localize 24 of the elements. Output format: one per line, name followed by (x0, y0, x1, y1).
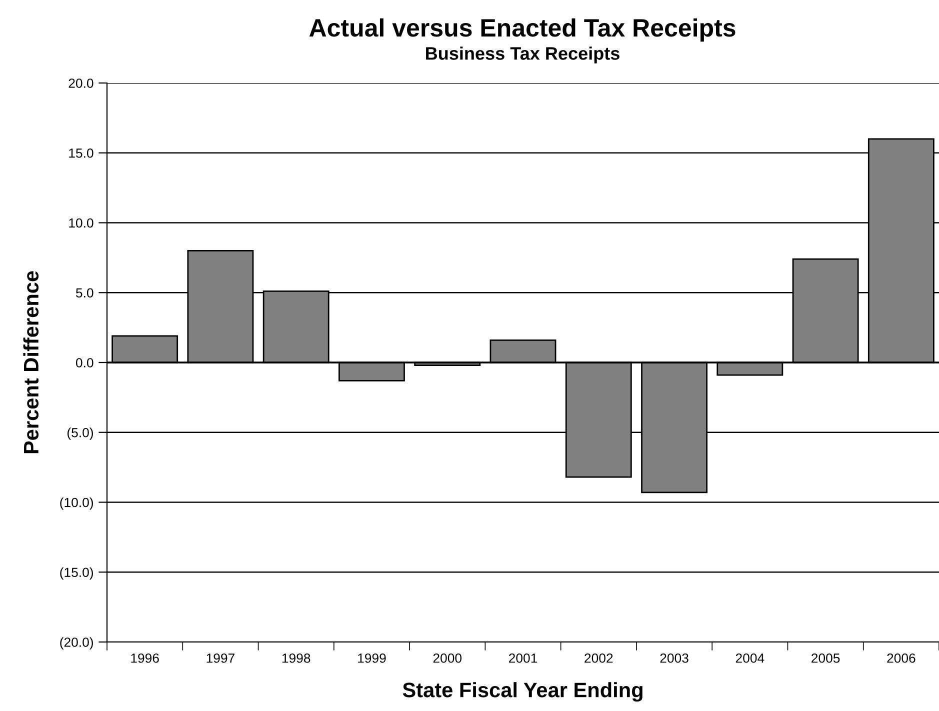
x-tick-label: 1999 (358, 653, 386, 663)
x-tick-label: 2001 (508, 653, 538, 663)
x-axis-title: State Fiscal Year Ending (402, 682, 642, 702)
y-tick-label: (10.0) (60, 497, 93, 510)
y-tick-label: 10.0 (69, 218, 94, 228)
x-tick-label: 1997 (206, 653, 234, 663)
y-tick-label: 20.0 (68, 78, 94, 88)
x-tick-label: 2003 (660, 653, 688, 663)
y-tick-label: 15.0 (69, 148, 94, 158)
y-tick-label: (20.0) (60, 637, 93, 650)
chart-subtitle: Business Tax Receipts (426, 46, 620, 64)
x-tick-label: 2006 (887, 653, 916, 663)
x-tick-label: 2002 (584, 653, 613, 663)
y-tick-label: 5.0 (76, 288, 94, 298)
y-tick-label: 0.0 (76, 358, 94, 368)
x-tick-label: 1996 (131, 653, 159, 663)
x-tick-label: 2005 (812, 653, 840, 663)
x-tick-label: 2000 (433, 653, 462, 663)
x-tick-label: 2004 (736, 653, 764, 663)
x-tick-label: 1998 (282, 653, 310, 663)
chart-title: Actual versus Enacted Tax Receipts (309, 18, 736, 42)
y-tick-label: (5.0) (67, 428, 93, 440)
y-tick-label: (15.0) (60, 567, 93, 580)
y-axis-title: Percent Difference (23, 271, 39, 454)
